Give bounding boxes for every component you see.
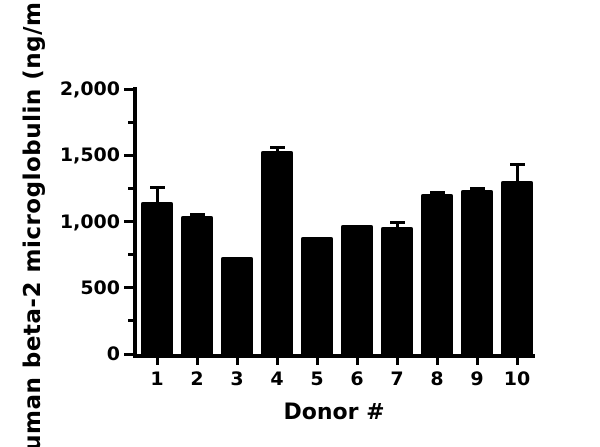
error-bar-cap (429, 190, 445, 194)
y-minor-tick (128, 253, 133, 257)
bar (141, 201, 173, 354)
x-tick (395, 358, 399, 365)
bar (261, 150, 293, 354)
error-bar-cap (149, 186, 165, 190)
x-tick (355, 358, 359, 365)
y-major-tick (124, 153, 133, 157)
x-axis-label: Donor # (283, 400, 385, 425)
x-tick-label: 10 (503, 368, 531, 390)
y-major-tick (124, 286, 133, 290)
y-tick-label: 2,000 (59, 78, 120, 100)
x-tick (275, 358, 279, 365)
x-tick-label: 4 (270, 368, 284, 390)
y-tick-label: 0 (106, 343, 120, 365)
x-tick (155, 358, 159, 365)
bar (461, 189, 493, 354)
bar (501, 181, 533, 354)
x-tick-label: 9 (470, 368, 484, 390)
error-bar-stem (395, 221, 399, 229)
y-tick-label: 500 (80, 276, 120, 299)
error-bar-cap (389, 220, 405, 224)
x-tick-label: 5 (310, 368, 324, 390)
error-bar-stem (515, 163, 519, 184)
y-axis-line (133, 87, 137, 358)
y-minor-tick (128, 186, 133, 190)
error-bar-stem (155, 187, 159, 204)
x-tick (435, 358, 439, 365)
error-bar-cap (189, 213, 205, 217)
error-bar-cap (269, 146, 285, 150)
error-bar-stem (435, 191, 439, 197)
y-minor-tick (128, 120, 133, 124)
error-bar-cap (509, 162, 525, 166)
bar (221, 257, 253, 354)
x-tick-label: 3 (230, 368, 244, 390)
x-tick-label: 2 (190, 368, 204, 390)
x-tick (315, 358, 319, 365)
x-axis-line (133, 354, 535, 358)
y-tick-label: 1,500 (59, 144, 120, 167)
bar (421, 194, 453, 354)
bar (381, 226, 413, 354)
y-major-tick (124, 220, 133, 223)
x-tick-label: 1 (150, 368, 164, 390)
x-tick-label: 7 (390, 368, 404, 390)
bar (341, 224, 373, 354)
bar (301, 237, 333, 354)
x-tick (515, 358, 519, 365)
y-tick-label: 1,000 (59, 210, 120, 233)
error-bar-stem (275, 147, 279, 153)
x-tick-label: 6 (350, 368, 364, 390)
bar (181, 216, 213, 354)
x-tick (195, 358, 199, 365)
y-minor-tick (128, 319, 133, 323)
x-tick-label: 8 (430, 368, 444, 390)
y-major-tick (124, 87, 133, 91)
x-tick (235, 358, 239, 365)
y-major-tick (124, 352, 133, 356)
error-bar-cap (469, 186, 485, 190)
x-tick (475, 358, 479, 365)
